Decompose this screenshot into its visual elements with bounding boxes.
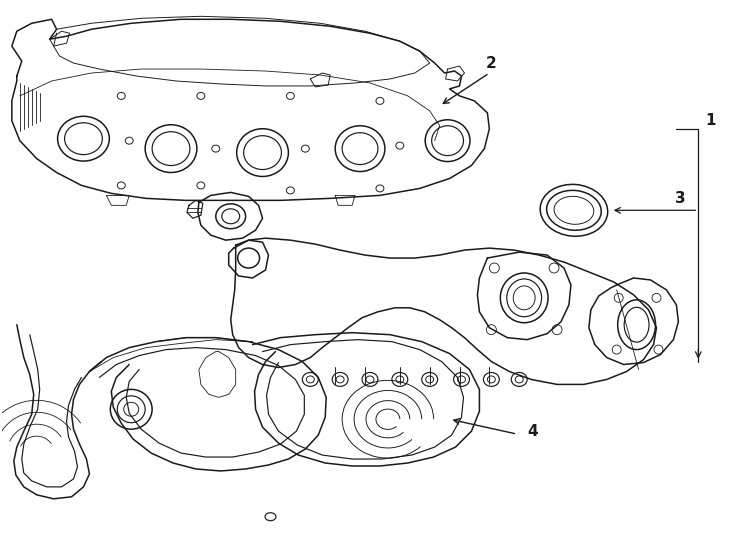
Text: 2: 2 [486, 56, 497, 71]
Text: 1: 1 [705, 113, 716, 129]
Text: 4: 4 [527, 424, 538, 438]
Text: 3: 3 [675, 191, 686, 206]
